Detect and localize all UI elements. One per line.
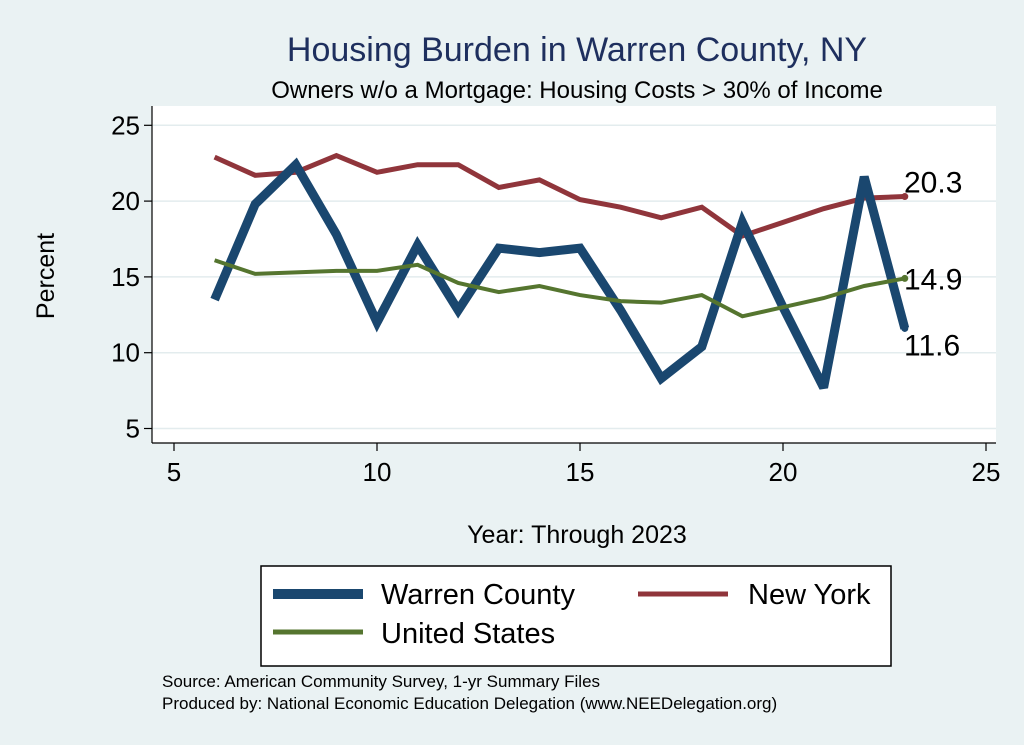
legend-label-new-york: New York <box>748 579 871 611</box>
end-label-united-states: 14.9 <box>904 263 962 296</box>
x-tick-label-25: 25 <box>972 457 1001 487</box>
producer-note: Produced by: National Economic Education… <box>162 694 777 713</box>
end-label-warren-county: 11.6 <box>904 329 960 362</box>
series-line-warren-county <box>210 157 910 390</box>
y-tick-label-15: 15 <box>111 262 140 292</box>
gridlines <box>152 124 996 430</box>
legend-label-united-states: United States <box>381 618 555 650</box>
legend-label-warren-county: Warren County <box>381 579 575 611</box>
x-tick-label-15: 15 <box>566 457 595 487</box>
chart-subtitle: Owners w/o a Mortgage: Housing Costs > 3… <box>271 77 883 104</box>
x-tick-label-10: 10 <box>363 457 392 487</box>
y-tick-label-20: 20 <box>111 186 140 216</box>
source-note: Source: American Community Survey, 1-yr … <box>162 672 600 691</box>
y-tick-label-5: 5 <box>126 414 140 444</box>
series-line-new-york <box>213 152 905 239</box>
y-tick-label-25: 25 <box>111 110 140 140</box>
axis-ticks: 5 10 15 20 25 5 10 15 20 25 <box>111 110 1000 487</box>
chart-title: Housing Burden in Warren County, NY <box>287 31 867 69</box>
series-end-point-new-york <box>901 193 909 201</box>
legend: Warren County New York United States <box>260 565 892 667</box>
series-end-point-warren-county <box>901 324 909 332</box>
y-tick-label-10: 10 <box>111 338 140 368</box>
legend-box <box>260 565 892 667</box>
x-tick-label-20: 20 <box>769 457 798 487</box>
end-label-new-york: 20.3 <box>904 167 962 200</box>
series-end-point-united-states <box>901 274 909 282</box>
x-axis-label: Year: Through 2023 <box>467 521 687 549</box>
series-layer <box>210 152 910 390</box>
series-line-united-states <box>213 258 906 319</box>
end-labels: 11.6 20.3 14.9 <box>904 167 962 363</box>
x-tick-label-5: 5 <box>167 457 181 487</box>
y-axis-label: Percent <box>32 233 60 319</box>
